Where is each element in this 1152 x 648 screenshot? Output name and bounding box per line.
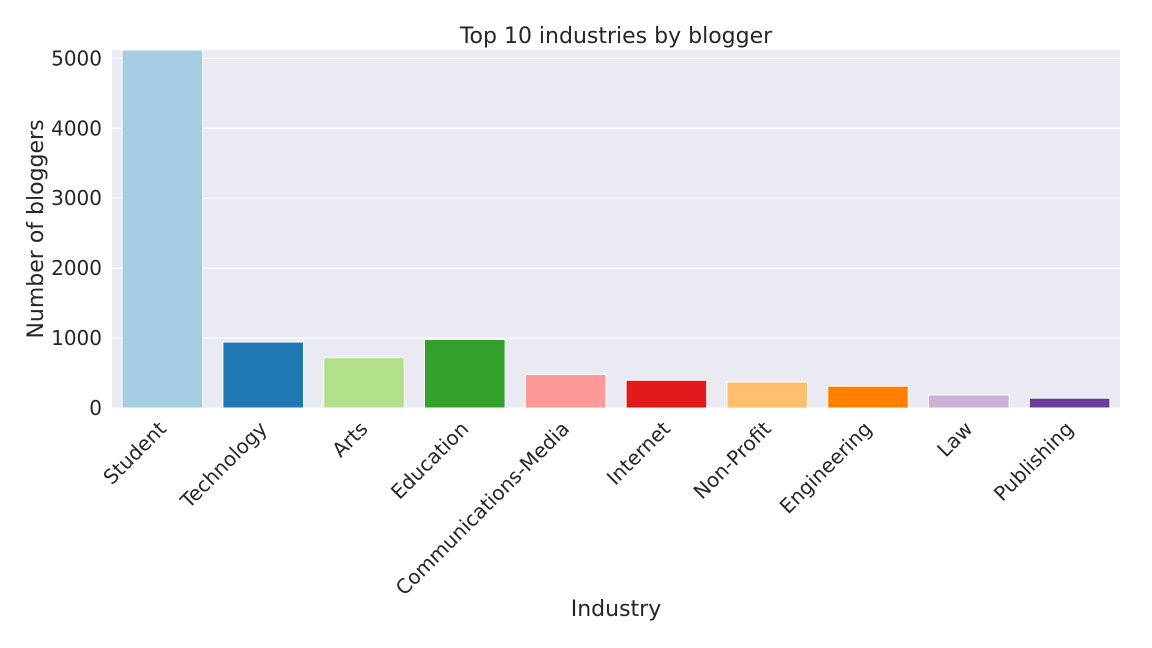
bar-technology — [222, 341, 305, 409]
y-tick-labels: 0 1000 2000 3000 4000 5000 — [51, 46, 102, 420]
x-tick-label: Arts — [327, 417, 372, 462]
bar-student — [121, 49, 204, 409]
bar-internet — [625, 379, 708, 409]
x-tick-label: Engineering — [775, 417, 877, 519]
bar-engineering — [827, 385, 909, 409]
x-tick-labels: Student Technology Arts EducationCommunicat… — [98, 416, 1078, 599]
y-tick-label: 3000 — [51, 186, 102, 210]
bar-publishing — [1028, 397, 1111, 409]
bar-law — [927, 394, 1010, 409]
bar-communications-media — [524, 374, 607, 409]
x-tick-label: Education — [386, 417, 473, 504]
y-tick-label: 5000 — [51, 46, 102, 70]
x-tick-label: Non-Profit — [689, 416, 776, 503]
bars — [121, 49, 1111, 409]
x-tick-label: Communications-Media — [391, 417, 574, 600]
x-tick-label: Student — [98, 416, 171, 489]
x-tick-label: Publishing — [989, 417, 1078, 506]
y-tick-label: 1000 — [51, 326, 102, 350]
x-axis-title: Industry — [571, 597, 662, 622]
bar-arts — [323, 357, 405, 409]
y-tick-label: 0 — [89, 396, 102, 420]
y-axis-title: Number of bloggers — [24, 119, 49, 338]
x-tick-label: Internet — [602, 416, 675, 489]
bar-non-profit — [726, 381, 809, 409]
y-tick-label: 4000 — [51, 116, 102, 140]
x-tick-label: Law — [932, 417, 977, 462]
x-tick-label: Technology — [175, 416, 272, 513]
chart-title: Top 10 industries by blogger — [459, 24, 773, 49]
bar-education — [423, 338, 506, 409]
y-tick-label: 2000 — [51, 256, 102, 280]
